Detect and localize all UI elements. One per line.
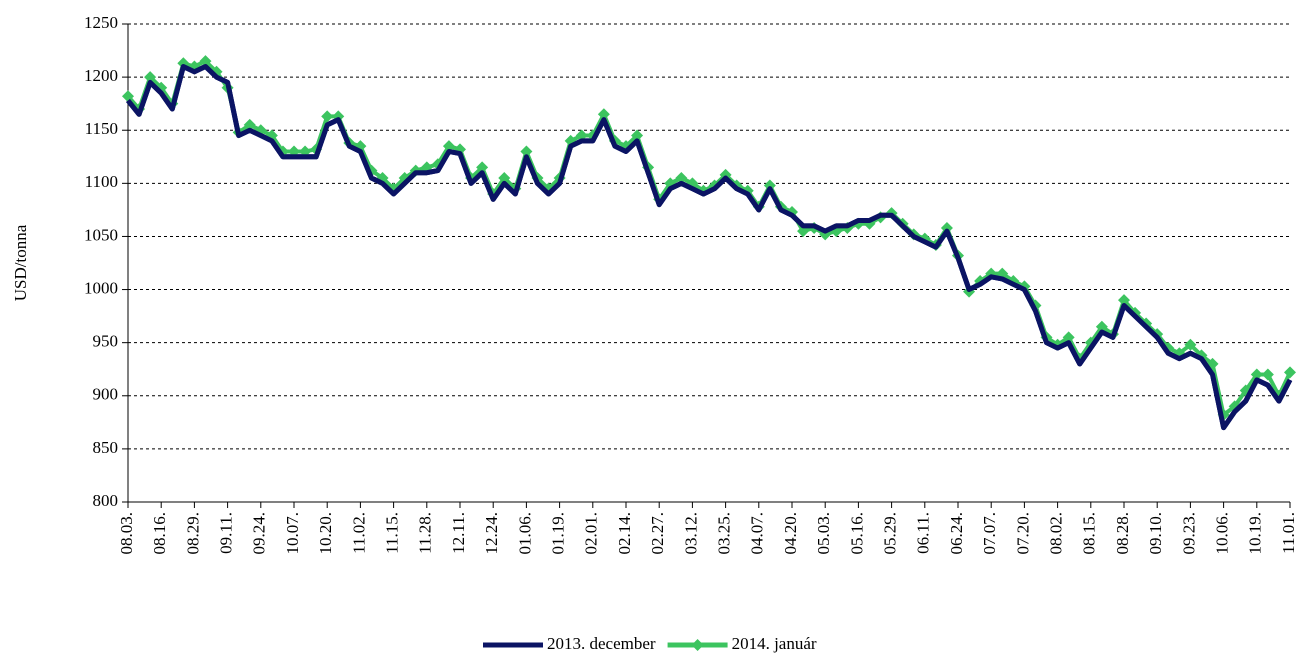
marker	[254, 124, 267, 137]
x-tick-label: 02.14.	[615, 512, 634, 555]
x-tick-label: 08.16.	[150, 512, 169, 555]
x-tick-label: 10.19.	[1246, 512, 1265, 555]
x-tick-label: 09.10.	[1146, 512, 1165, 555]
marker	[1118, 294, 1130, 307]
y-tick-label: 1000	[84, 278, 118, 297]
marker	[940, 221, 953, 234]
x-tick-label: 01.06.	[515, 512, 534, 555]
x-tick-label: 09.24.	[250, 512, 269, 555]
legend-label: 2014. január	[732, 634, 817, 653]
marker	[321, 110, 334, 123]
x-tick-label: 06.24.	[947, 512, 966, 555]
x-tick-label: 08.15.	[1080, 512, 1099, 555]
x-tick-label: 08.28.	[1113, 512, 1132, 555]
x-tick-label: 10.06.	[1213, 512, 1232, 555]
y-tick-label: 800	[93, 491, 119, 510]
x-tick-label: 11.01.	[1279, 512, 1298, 554]
y-tick-label: 900	[93, 385, 119, 404]
marker	[442, 140, 455, 153]
y-tick-label: 1250	[84, 13, 118, 32]
x-tick-label: 11.02.	[349, 512, 368, 554]
x-tick-label: 08.02.	[1047, 512, 1066, 555]
marker	[1095, 320, 1108, 333]
x-tick-label: 12.11.	[449, 512, 468, 554]
y-axis-label: USD/tonna	[11, 224, 30, 301]
marker	[144, 71, 157, 84]
line	[126, 63, 1293, 431]
x-tick-label: 10.07.	[283, 512, 302, 555]
line	[126, 63, 1293, 431]
marker	[122, 90, 134, 103]
x-tick-label: 09.23.	[1179, 512, 1198, 555]
x-tick-label: 11.28.	[416, 512, 435, 554]
x-tick-label: 03.25.	[715, 512, 734, 555]
x-tick-label: 02.01.	[582, 512, 601, 555]
x-tick-label: 07.07.	[980, 512, 999, 555]
marker	[675, 172, 688, 185]
marker	[243, 118, 256, 131]
x-tick-label: 07.20.	[1013, 512, 1032, 555]
marker	[520, 145, 533, 158]
legend-marker	[691, 639, 704, 651]
marker	[199, 55, 212, 68]
x-tick-label: 04.20.	[781, 512, 800, 555]
marker	[1184, 338, 1197, 351]
marker	[1250, 368, 1263, 381]
y-tick-label: 950	[93, 332, 119, 351]
marker	[631, 129, 644, 142]
marker	[498, 172, 511, 185]
marker	[1062, 331, 1075, 344]
x-tick-label: 08.29.	[183, 512, 202, 555]
marker	[763, 179, 776, 192]
y-tick-label: 1100	[85, 172, 118, 191]
x-tick-label: 03.12.	[681, 512, 700, 555]
y-tick-label: 1150	[85, 119, 118, 138]
x-tick-label: 05.03.	[814, 512, 833, 555]
x-tick-label: 10.20.	[316, 512, 335, 555]
y-tick-label: 1200	[84, 66, 118, 85]
x-tick-label: 08.03.	[117, 512, 136, 555]
x-tick-label: 04.07.	[748, 512, 767, 555]
marker	[1284, 366, 1296, 379]
marker	[1261, 368, 1274, 381]
x-tick-label: 05.16.	[847, 512, 866, 555]
y-tick-label: 1050	[84, 225, 118, 244]
x-tick-label: 01.19.	[549, 512, 568, 555]
x-tick-label: 05.29.	[881, 512, 900, 555]
legend-label: 2013. december	[547, 634, 656, 653]
x-tick-label: 02.27.	[648, 512, 667, 555]
y-tick-label: 850	[93, 438, 119, 457]
x-tick-label: 06.11.	[914, 512, 933, 554]
x-tick-label: 11.15.	[383, 512, 402, 554]
marker	[597, 108, 610, 121]
x-tick-label: 12.24.	[482, 512, 501, 555]
line	[126, 59, 1292, 417]
x-tick-label: 09.11.	[217, 512, 236, 554]
marker	[476, 161, 489, 174]
